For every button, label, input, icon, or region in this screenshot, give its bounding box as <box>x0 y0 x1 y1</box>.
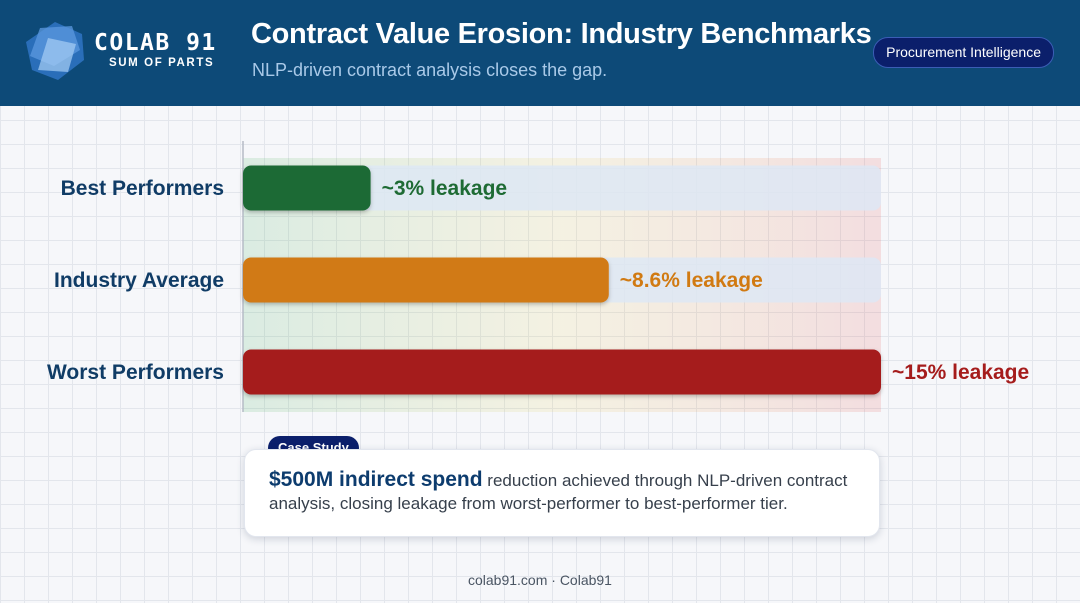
logo-tagline: SUM OF PARTS <box>109 57 215 69</box>
logo-name: COLAB 91 <box>94 30 217 56</box>
case-study-text: $500M indirect spend reduction achieved … <box>269 468 869 515</box>
case-study-card: $500M indirect spend reduction achieved … <box>244 449 880 537</box>
data-label: ~8.6% leakage <box>620 269 763 292</box>
case-study-highlight: $500M indirect spend <box>269 468 483 491</box>
procurement-intelligence-badge: Procurement Intelligence <box>873 37 1054 68</box>
category-label: Worst Performers <box>47 361 224 384</box>
colab91-logo-icon <box>26 22 84 80</box>
category-label: Industry Average <box>54 269 224 292</box>
bar <box>243 257 609 303</box>
bar <box>243 349 881 395</box>
header-banner: COLAB 91 SUM OF PARTS Contract Value Ero… <box>0 0 1080 106</box>
page-subtitle: NLP-driven contract analysis closes the … <box>252 60 608 80</box>
case-study-body: reduction achieved through NLP-driven co… <box>269 471 848 513</box>
logo-wordmark: COLAB 91 SUM OF PARTS <box>94 30 217 69</box>
footer: colab91.com · Colab91 <box>468 572 612 588</box>
bar-track <box>243 165 881 211</box>
bar <box>243 165 371 211</box>
category-label: Best Performers <box>61 177 224 200</box>
data-label: ~3% leakage <box>382 177 508 200</box>
data-label: ~15% leakage <box>892 361 1029 384</box>
page-title: Contract Value Erosion: Industry Benchma… <box>251 18 872 50</box>
